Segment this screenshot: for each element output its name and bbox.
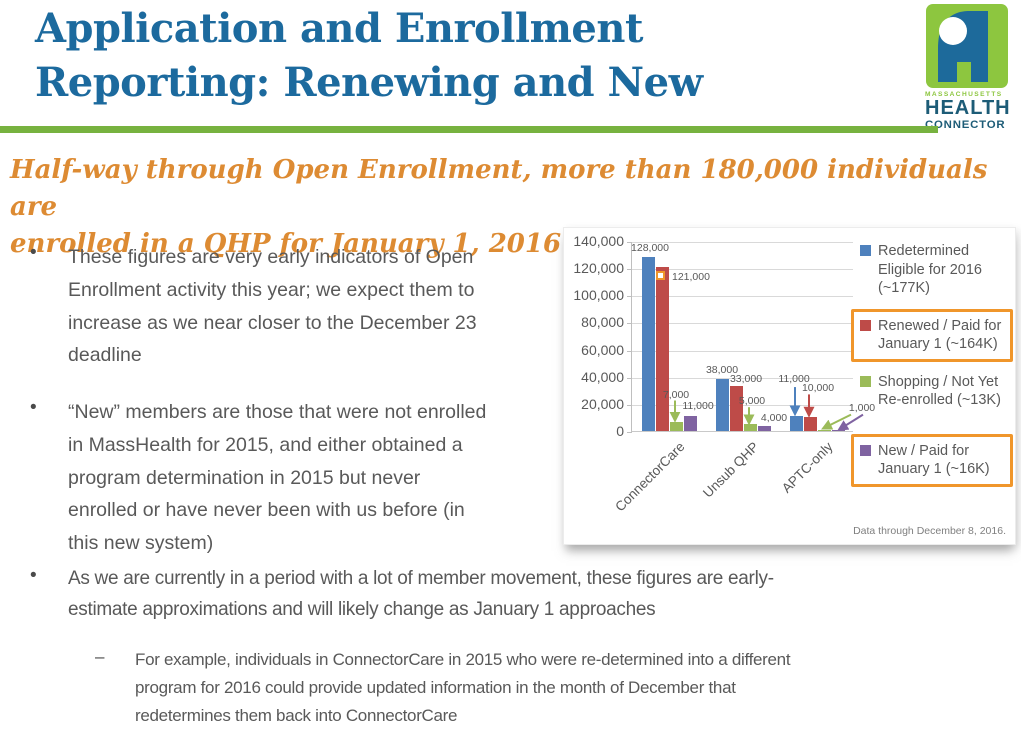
bar-APTC-only-series2 (817, 429, 831, 431)
legend-item-0: Redetermined Eligible for 2016 (~177K) (860, 242, 1013, 298)
logo-health-text: HEALTH (925, 97, 1011, 119)
axis-tick-mark (627, 377, 632, 379)
gridline (632, 269, 853, 271)
y-tick-label: 0 (616, 423, 624, 439)
category-label: APTC-only (778, 439, 836, 496)
slide-subtitle: Half-way through Open Enrollment, more t… (10, 155, 988, 259)
bar-ConnectorCare-series3 (683, 416, 697, 431)
chart-legend: Redetermined Eligible for 2016 (~177K) Re… (851, 242, 1013, 498)
legend-swatch-icon (860, 444, 871, 456)
bar-value-label: 33,000 (729, 373, 763, 386)
legend-label: Shopping / Not Yet Re-enrolled (~13K) (878, 373, 1001, 409)
bar-Unsub QHP-series2 (743, 424, 757, 431)
bar-value-label: 11,000 (682, 400, 714, 413)
y-tick-label: 40,000 (581, 368, 624, 385)
bullet-text-1: These figures are very early indicators … (68, 246, 477, 367)
bar-value-label: 10,000 (801, 382, 835, 395)
bar-value-label: 7,000 (662, 388, 690, 401)
bar-APTC-only-series3 (831, 429, 845, 431)
axis-tick-mark (627, 350, 632, 352)
bullet-dot: • (30, 242, 37, 263)
legend-label: New / Paid for January 1 (~16K) (878, 442, 990, 478)
y-tick-label: 80,000 (581, 314, 624, 331)
logo-mark-icon (926, 4, 1008, 88)
bullet-item-2: • “New” members are those that were not … (30, 396, 565, 560)
bar-Unsub QHP-series3 (757, 425, 771, 431)
bullet-item-1: • These figures are very early indicator… (30, 241, 565, 372)
health-connector-logo: MASSACHUSETTS HEALTH CONNECTOR (925, 4, 1013, 131)
gridline (632, 404, 853, 406)
bullet-list: • These figures are very early indicator… (30, 241, 565, 560)
logo-connector-text: CONNECTOR (925, 119, 1006, 131)
bar-Unsub QHP-series1 (729, 386, 743, 431)
y-tick-label: 20,000 (581, 395, 624, 412)
y-tick-label: 120,000 (573, 260, 624, 277)
gridline (632, 323, 853, 325)
sub-bullet-text: For example, individuals in ConnectorCar… (135, 650, 791, 726)
gridline (632, 242, 853, 243)
bullet-text-2: “New” members are those that were not en… (68, 401, 487, 554)
axis-tick-mark (627, 432, 632, 433)
legend-item-1: Renewed / Paid for January 1 (~164K) (851, 308, 1013, 362)
chart-footnote: Data through December 8, 2016. (853, 525, 1006, 537)
gridline (632, 377, 853, 379)
label-marker-square (655, 270, 665, 280)
bar-APTC-only-series0 (789, 416, 803, 431)
y-tick-label: 140,000 (573, 233, 624, 249)
legend-swatch-icon (860, 245, 871, 256)
y-tick-label: 60,000 (581, 341, 624, 358)
bar-APTC-only-series1 (803, 417, 817, 431)
legend-label: Redetermined Eligible for 2016 (~177K) (878, 243, 982, 297)
category-label: ConnectorCare (612, 439, 688, 515)
bar-value-label: 1,000 (848, 401, 876, 414)
bullet-dot: • (30, 397, 37, 418)
page-title: Application and Enrollment Reporting: Re… (35, 5, 703, 106)
legend-item-3: New / Paid for January 1 (~16K) (851, 433, 1013, 487)
y-tick-label: 100,000 (573, 287, 624, 304)
logo-region-text: MASSACHUSETTS (925, 91, 1003, 98)
axis-tick-mark (627, 296, 632, 298)
bullet-dot: • (30, 565, 37, 586)
bar-Unsub QHP-series0 (715, 379, 729, 431)
sub-bullet-item: – For example, individuals in ConnectorC… (95, 646, 995, 731)
axis-tick-mark (627, 242, 632, 243)
enrollment-bar-chart: Data through December 8, 2016. 0 20,000 40… (563, 227, 1016, 545)
bar-value-label: 11,000 (778, 373, 810, 386)
category-label: Unsub QHP (700, 439, 762, 501)
bar-value-label: 121,000 (672, 270, 710, 283)
bullet-text-3: As we are currently in a period with a l… (68, 568, 774, 620)
legend-item-2: Shopping / Not Yet Re-enrolled (~13K) (860, 373, 1013, 410)
gridline (632, 296, 853, 298)
legend-label: Renewed / Paid for January 1 (~164K) (878, 317, 1002, 353)
bar-ConnectorCare-series1 (655, 266, 669, 431)
legend-swatch-icon (860, 375, 871, 387)
axis-tick-mark (627, 404, 632, 406)
gridline (632, 350, 853, 352)
bar-value-label: 4,000 (760, 411, 788, 424)
axis-tick-mark (627, 323, 632, 325)
bullet-item-3: • As we are currently in a period with a… (30, 564, 1005, 626)
legend-swatch-icon (860, 319, 871, 331)
axis-tick-mark (627, 269, 632, 271)
green-divider (0, 126, 938, 133)
bar-value-label: 5,000 (738, 395, 766, 408)
bar-ConnectorCare-series2 (669, 421, 683, 431)
dash-marker: – (95, 647, 105, 666)
bar-value-label: 128,000 (631, 242, 669, 255)
plot-area: 128,000 121,000 7,000 11,000 38,000 33,000 5,0… (631, 242, 875, 432)
bar-value-label: 38,000 (705, 364, 739, 377)
bar-ConnectorCare-series0 (641, 257, 655, 431)
